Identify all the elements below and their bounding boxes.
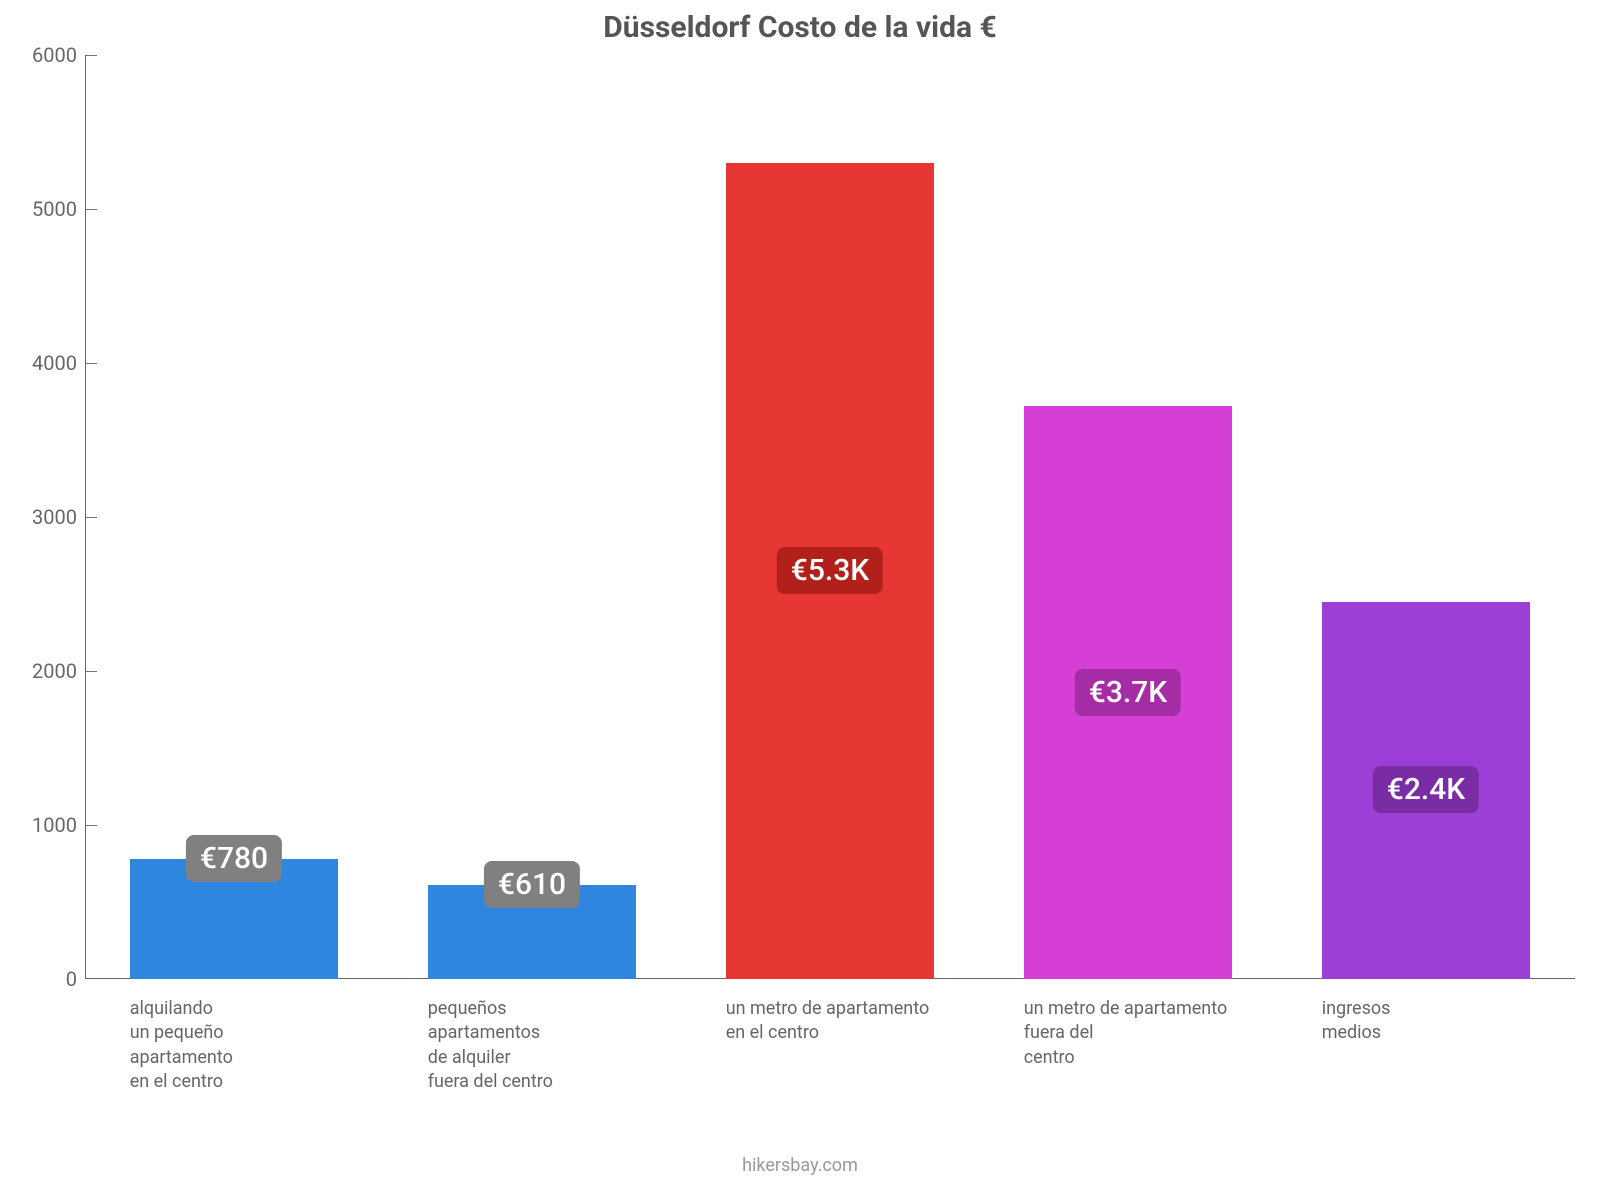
gridline	[85, 209, 97, 210]
y-tick-label: 3000	[7, 505, 77, 529]
y-tick-label: 0	[7, 967, 77, 991]
value-badge: €3.7K	[1075, 669, 1181, 716]
chart-footer: hikersbay.com	[0, 1155, 1600, 1176]
y-tick-label: 6000	[7, 43, 77, 67]
gridline	[85, 671, 97, 672]
y-tick-label: 5000	[7, 197, 77, 221]
gridline	[85, 55, 97, 56]
gridline	[85, 825, 97, 826]
y-tick-label: 4000	[7, 351, 77, 375]
gridline	[85, 363, 97, 364]
gridline	[85, 517, 97, 518]
y-tick-label: 2000	[7, 659, 77, 683]
category-label: ingresos medios	[1322, 997, 1600, 1046]
value-badge: €5.3K	[777, 547, 883, 594]
value-badge: €780	[186, 835, 282, 882]
plot-area: €780 €610 €5.3K €3.7K €2.4K	[85, 55, 1575, 979]
y-tick-label: 1000	[7, 813, 77, 837]
category-label: un metro de apartamento fuera del centro	[1024, 997, 1322, 1070]
category-label: pequeños apartamentos de alquiler fuera …	[428, 997, 726, 1094]
chart-container: Düsseldorf Costo de la vida € €780 €610 €5…	[0, 0, 1600, 1200]
value-badge: €2.4K	[1373, 766, 1479, 813]
value-badge: €610	[484, 861, 580, 908]
category-label: un metro de apartamento en el centro	[726, 997, 1024, 1046]
category-label: alquilando un pequeño apartamento en el …	[130, 997, 428, 1094]
chart-title: Düsseldorf Costo de la vida €	[0, 10, 1600, 45]
